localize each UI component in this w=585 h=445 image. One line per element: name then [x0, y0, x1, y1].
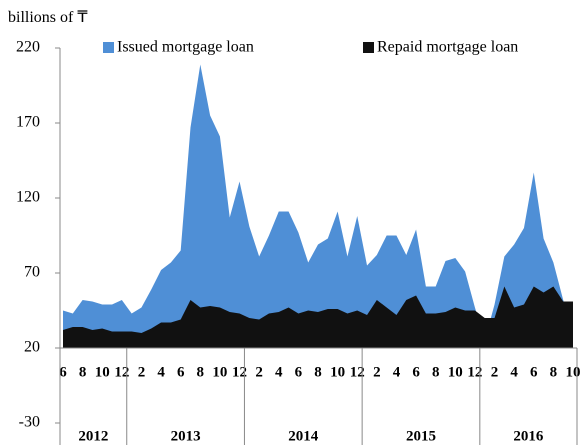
x-group-label: 2012: [78, 428, 108, 444]
x-tick-label: 10: [448, 364, 463, 380]
area-0: [63, 64, 573, 348]
x-tick-label: 6: [177, 364, 185, 380]
x-group-label: 2014: [288, 428, 319, 444]
y-tick-label: 220: [16, 39, 40, 56]
y-tick-label: 20: [24, 339, 40, 356]
legend-label: Issued mortgage loan: [117, 39, 254, 56]
x-group-label: 2016: [513, 428, 544, 444]
area-1: [63, 286, 573, 348]
x-tick-label: 6: [412, 364, 420, 380]
x-tick-label: 6: [59, 364, 67, 380]
x-tick-label: 8: [197, 364, 205, 380]
y-tick-label: 120: [16, 189, 40, 206]
x-tick-label: 4: [157, 364, 165, 380]
x-group-label: 2015: [406, 428, 436, 444]
legend-swatch: [363, 42, 374, 53]
x-tick-label: 4: [275, 364, 283, 380]
x-tick-label: 12: [114, 364, 129, 380]
x-tick-label: 6: [530, 364, 538, 380]
x-tick-label: 10: [95, 364, 110, 380]
x-tick-label: 8: [432, 364, 440, 380]
x-tick-label: 2: [138, 364, 146, 380]
x-tick-label: 4: [510, 364, 518, 380]
x-tick-label: 6: [295, 364, 303, 380]
x-tick-label: 10: [330, 364, 345, 380]
y-axis-label: billions of ₸: [8, 9, 88, 26]
x-tick-label: 8: [314, 364, 322, 380]
x-group-label: 2013: [171, 428, 201, 444]
x-tick-label: 8: [79, 364, 87, 380]
x-tick-label: 12: [350, 364, 365, 380]
legend-label: Repaid mortgage loan: [377, 39, 518, 56]
y-tick-label: 70: [24, 264, 40, 281]
x-tick-label: 8: [550, 364, 558, 380]
x-tick-label: 2: [255, 364, 263, 380]
x-tick-label: 12: [232, 364, 247, 380]
x-tick-label: 10: [566, 364, 581, 380]
y-tick-label: -30: [19, 414, 40, 431]
x-tick-label: 4: [393, 364, 401, 380]
x-tick-label: 2: [491, 364, 499, 380]
x-tick-label: 12: [467, 364, 482, 380]
legend-swatch: [103, 42, 114, 53]
x-tick-label: 2: [373, 364, 381, 380]
y-tick-label: 170: [16, 114, 40, 131]
x-tick-label: 10: [212, 364, 227, 380]
